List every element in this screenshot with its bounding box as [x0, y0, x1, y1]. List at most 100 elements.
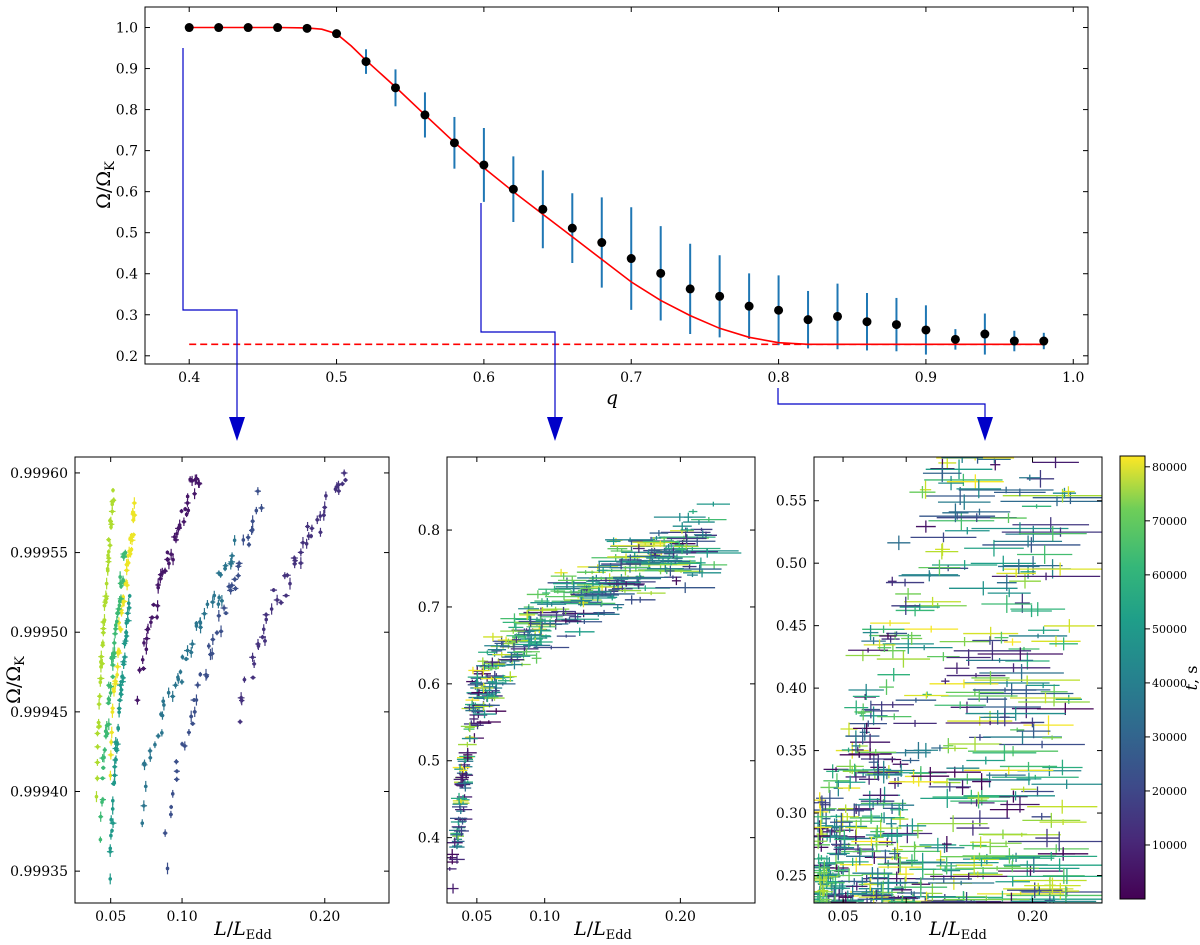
point: [132, 501, 137, 505]
top-plot-frame: [144, 6, 1089, 365]
point: [324, 494, 328, 498]
y-tick-label: 0.8: [418, 523, 440, 539]
point: [145, 627, 150, 632]
point: [175, 531, 179, 536]
panel1-points: [94, 469, 348, 903]
point: [101, 766, 106, 770]
point: [100, 661, 105, 666]
point: [119, 688, 124, 692]
panel3-axis-ticks: 0.05 0.10 0.20 0.25 0.30 0.35 0.40 0.45 0.50 0.55: [776, 457, 1102, 925]
point: [170, 792, 175, 796]
point: [119, 611, 124, 615]
panel-q080: 0.05 0.10 0.20 0.25 0.30 0.35 0.40 0.45 0.50 0.55…: [776, 456, 1103, 943]
x-tick-label: 0.8: [767, 370, 789, 386]
point: [98, 814, 103, 819]
point: [215, 630, 219, 635]
panel2-axis-ticks: 0.05 0.10 0.20 0.4 0.5 0.6 0.7 0.8: [418, 457, 755, 925]
point: [155, 604, 160, 608]
data-point: [420, 110, 430, 120]
point: [137, 668, 142, 672]
point: [264, 612, 268, 617]
point: [321, 513, 326, 518]
y-tick-label: 0.5: [418, 754, 440, 770]
point: [254, 508, 259, 513]
point: [184, 512, 189, 517]
point: [174, 777, 179, 782]
point: [110, 509, 115, 514]
point: [190, 721, 195, 726]
point: [126, 601, 131, 606]
point: [114, 757, 118, 762]
point: [119, 627, 123, 632]
point: [165, 550, 170, 555]
point: [124, 630, 129, 635]
point: [211, 637, 215, 642]
point: [177, 523, 182, 527]
point: [236, 573, 241, 578]
point: [205, 602, 210, 607]
point: [131, 518, 136, 522]
arrow-head-2: [547, 417, 563, 441]
top-axis-ticks: 0.4 0.5 0.6 0.7 0.8 0.9 1.0 0.2 0.3 0.4 0.5 0.6 0.7 0…: [116, 7, 1088, 386]
point: [119, 584, 123, 589]
panel2-errorbar-points: [447, 501, 742, 894]
zoom-arrows: [182, 48, 986, 420]
point: [299, 561, 303, 565]
point: [125, 583, 129, 587]
y-tick-label: 0.5: [116, 226, 138, 242]
point: [184, 657, 188, 661]
point: [210, 600, 215, 604]
point: [100, 776, 105, 781]
y-tick-label: 0.99960: [10, 466, 68, 482]
point: [101, 641, 105, 645]
point: [239, 698, 244, 703]
point: [112, 641, 117, 645]
point: [106, 697, 111, 701]
point: [169, 805, 173, 809]
point: [148, 756, 153, 760]
panel1-ylabel: Ω/ΩK: [3, 656, 28, 704]
point: [342, 471, 346, 475]
data-point: [891, 320, 901, 330]
colorbar-tick-label: 40000: [1152, 677, 1187, 690]
x-tick-label: 0.20: [309, 909, 340, 925]
point: [233, 586, 238, 591]
point: [116, 607, 121, 611]
y-tick-label: 0.2: [116, 349, 138, 365]
point: [180, 655, 185, 659]
point: [124, 634, 129, 638]
point: [179, 509, 184, 513]
point: [111, 798, 115, 803]
point: [216, 602, 221, 606]
point: [98, 837, 103, 842]
point: [108, 691, 113, 695]
point: [101, 797, 105, 802]
y-tick-label: 0.99950: [10, 625, 68, 641]
svg-text:Ω/ΩK: Ω/ΩK: [93, 161, 118, 209]
arrow-connector-q040: [182, 48, 238, 420]
panel-q060: 0.05 0.10 0.20 0.4 0.5 0.6 0.7 0.8 L/LEdd: [418, 456, 756, 943]
point: [109, 753, 113, 757]
point: [194, 621, 199, 626]
point: [340, 482, 345, 486]
y-tick-label: 0.7: [116, 144, 138, 160]
panel3-xlabel: L/LEdd: [928, 918, 987, 943]
point: [109, 522, 114, 527]
point: [250, 655, 255, 660]
point: [153, 742, 157, 747]
point: [108, 877, 113, 881]
point: [204, 674, 209, 679]
point: [112, 764, 117, 769]
y-tick-label: 0.25: [776, 869, 807, 885]
point: [156, 585, 160, 590]
point: [132, 513, 137, 517]
point: [232, 538, 237, 543]
point: [125, 611, 130, 616]
point: [275, 598, 279, 602]
point: [241, 538, 246, 542]
point: [217, 613, 221, 618]
arrow-connector-q080: [777, 388, 986, 420]
panel3-errorbar-points: [814, 457, 1102, 903]
svg-text:L/LEdd: L/LEdd: [928, 918, 987, 943]
x-tick-label: 0.9: [915, 370, 937, 386]
